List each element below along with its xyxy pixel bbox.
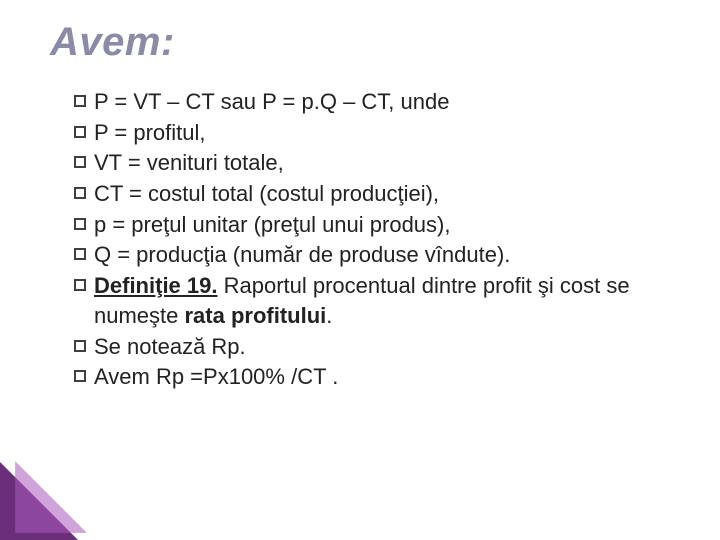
line-text: p = preţul unitar (preţul unui produs), bbox=[94, 210, 450, 240]
square-bullet-icon bbox=[74, 340, 86, 352]
bullet-line: CT = costul total (costul producţiei), bbox=[74, 179, 680, 209]
square-bullet-icon bbox=[74, 187, 86, 199]
corner-triangle-icon bbox=[0, 462, 78, 540]
bullet-line-definition: Definiţie 19. Raportul procentual dintre… bbox=[74, 271, 680, 330]
square-bullet-icon bbox=[74, 279, 86, 291]
line-text: P = VT – CT sau P = p.Q – CT, unde bbox=[94, 87, 449, 117]
slide-content: P = VT – CT sau P = p.Q – CT, unde P = p… bbox=[50, 87, 680, 392]
bullet-line: Q = producţia (număr de produse vîndute)… bbox=[74, 240, 680, 270]
slide-title: Avem: bbox=[50, 20, 680, 65]
square-bullet-icon bbox=[74, 126, 86, 138]
square-bullet-icon bbox=[74, 218, 86, 230]
line-text: Se notează Rp. bbox=[94, 332, 246, 362]
line-text: Avem Rp =Px100% /CT . bbox=[94, 362, 338, 392]
square-bullet-icon bbox=[74, 248, 86, 260]
definition-end: . bbox=[326, 303, 332, 328]
definition-term: rata profitului bbox=[185, 303, 327, 328]
bullet-line: Avem Rp =Px100% /CT . bbox=[74, 362, 680, 392]
bullet-line: VT = venituri totale, bbox=[74, 148, 680, 178]
line-text: P = profitul, bbox=[94, 118, 206, 148]
definition-lead: Definiţie 19. bbox=[94, 273, 217, 298]
square-bullet-icon bbox=[74, 95, 86, 107]
bullet-line: P = profitul, bbox=[74, 118, 680, 148]
slide: Avem: P = VT – CT sau P = p.Q – CT, unde… bbox=[0, 0, 720, 540]
line-text: VT = venituri totale, bbox=[94, 148, 284, 178]
bullet-line: Se notează Rp. bbox=[74, 332, 680, 362]
bullet-line: P = VT – CT sau P = p.Q – CT, unde bbox=[74, 87, 680, 117]
square-bullet-icon bbox=[74, 370, 86, 382]
bullet-line: p = preţul unitar (preţul unui produs), bbox=[74, 210, 680, 240]
line-text: Q = producţia (număr de produse vîndute)… bbox=[94, 240, 510, 270]
line-text: Definiţie 19. Raportul procentual dintre… bbox=[94, 271, 680, 330]
line-text: CT = costul total (costul producţiei), bbox=[94, 179, 439, 209]
square-bullet-icon bbox=[74, 156, 86, 168]
